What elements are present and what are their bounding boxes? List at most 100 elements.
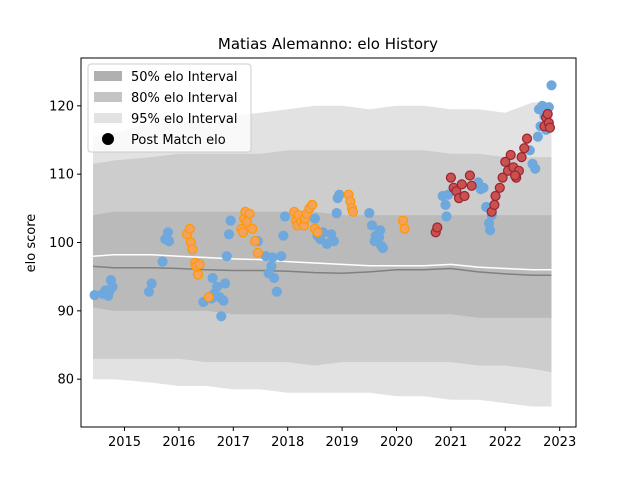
post-match-point [312,227,323,238]
post-match-point [509,170,521,181]
post-match-point [532,131,544,142]
post-match-point [146,278,157,289]
post-match-point [223,229,235,240]
post-match-point [267,252,278,263]
post-match-point [164,236,175,247]
post-match-point [244,208,255,219]
legend-label-50: 50% elo Interval [131,70,238,85]
post-match-point [464,170,475,181]
post-match-point [162,227,174,238]
band-50 [93,211,552,318]
post-match-point [516,152,527,163]
post-match-point [485,225,496,236]
post-match-point [276,251,287,262]
chart-title: Matias Alemanno: elo History [218,35,438,53]
post-match-point [494,182,505,193]
y-tick-label: 90 [57,304,74,319]
elo-interval-bands [93,102,552,407]
post-match-point [307,199,318,210]
post-match-point [366,220,378,231]
x-tick-label: 2021 [434,435,467,450]
post-match-point [347,206,359,217]
post-match-point [203,292,214,303]
mean-elo-line [92,254,552,271]
post-match-point [266,261,277,272]
post-match-point [247,223,258,234]
legend-swatch-50 [94,71,122,81]
post-match-point [546,80,557,91]
post-match-point [505,149,516,161]
post-match-point [445,172,456,183]
y-axis-label: elo score [24,214,39,273]
plot-area [89,80,557,407]
post-match-point [216,311,227,322]
post-match-point [466,180,477,191]
post-match-point [326,229,337,240]
post-match-point [377,242,388,254]
post-match-point [220,278,231,289]
post-match-point [364,208,375,219]
y-tick-label: 100 [49,236,74,251]
post-match-points [89,80,557,322]
x-tick-label: 2016 [162,435,195,450]
post-match-point [374,231,385,243]
post-match-point [441,211,452,222]
post-match-point [89,290,100,301]
x-tick-label: 2018 [271,435,304,450]
y-tick-label: 110 [49,168,74,183]
median-elo-line [92,265,552,277]
post-match-point [218,295,229,306]
post-match-point [269,272,280,284]
post-match-point [521,133,533,144]
post-match-point [279,211,291,222]
post-match-point [459,190,470,202]
x-tick-label: 2020 [380,435,413,450]
post-match-point [542,108,553,120]
x-tick-label: 2019 [326,435,359,450]
post-match-point [519,143,530,154]
x-tick-label: 2022 [489,435,522,450]
post-match-point [440,199,451,210]
post-match-point [331,208,342,219]
x-tick-label: 2017 [217,435,250,450]
legend: 50% elo Interval 80% elo Interval 95% el… [87,63,252,153]
post-match-point [192,269,204,280]
post-match-point [544,122,556,133]
legend-swatch-80 [94,92,122,102]
post-match-point [489,199,500,210]
post-match-point [104,286,115,297]
post-match-point [250,236,261,247]
x-tick-label: 2023 [543,435,576,450]
post-match-point [238,227,249,238]
post-match-point [225,215,236,226]
post-match-point [399,223,410,234]
x-tick-label: 2015 [108,435,141,450]
post-match-point [271,286,282,297]
post-match-point [207,272,218,284]
legend-swatch-95 [94,113,122,123]
y-tick-label: 120 [49,99,74,114]
post-match-point [184,223,195,234]
post-match-point [497,172,508,183]
post-match-point [397,215,409,226]
legend-label-post-match: Post Match elo [131,133,226,148]
legend-label-80: 80% elo Interval [131,91,238,106]
post-match-point [432,222,443,233]
post-match-point [527,158,538,169]
elo-lines [92,254,552,277]
post-match-point [194,259,205,270]
post-match-point [157,256,168,267]
legend-marker-post-match [102,133,114,145]
x-axis: 2015 2016 2017 2018 2019 2020 2021 2022 2023 [108,427,576,450]
y-tick-label: 80 [57,373,74,388]
post-match-point [456,179,467,190]
post-match-point [334,189,345,200]
post-match-point [187,244,198,255]
post-match-point [252,247,263,258]
legend-label-95: 95% elo Interval [131,112,238,127]
post-match-point [490,190,501,202]
y-axis: 80 90 100 110 120 [49,99,81,388]
post-match-point [309,213,320,224]
legend-box [87,63,252,153]
